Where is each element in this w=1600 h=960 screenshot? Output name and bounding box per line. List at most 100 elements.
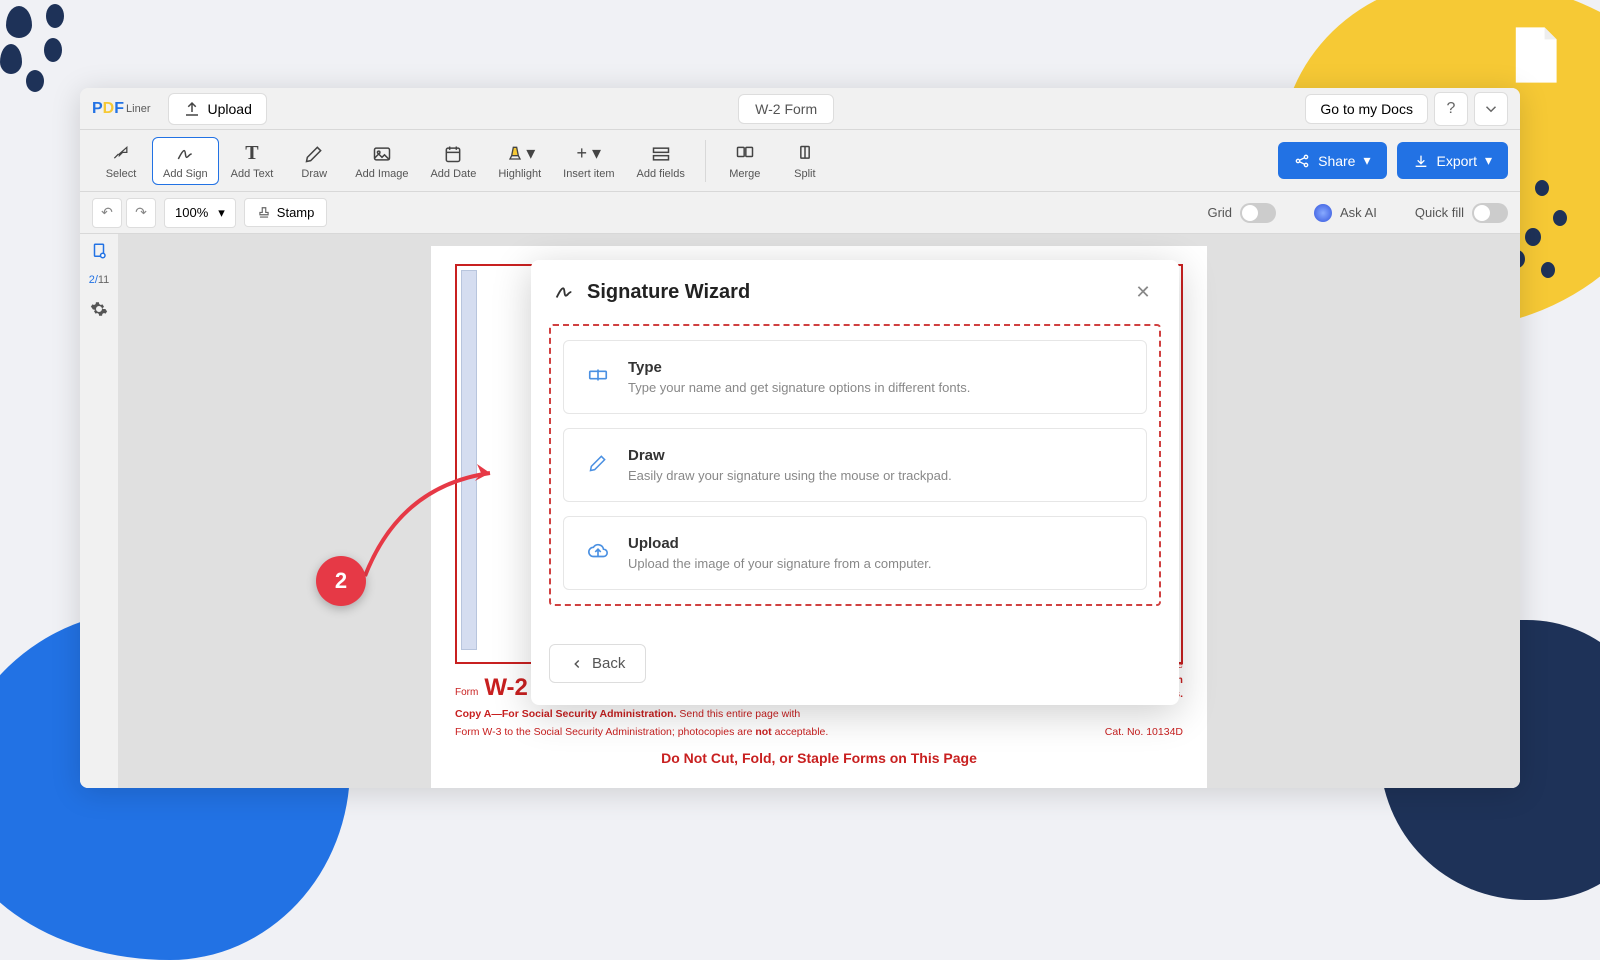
- tool-add-fields-label: Add fields: [637, 168, 685, 180]
- download-icon: [1413, 153, 1429, 169]
- copya-line2c: acceptable.: [772, 726, 829, 738]
- tool-add-image[interactable]: Add Image: [345, 138, 418, 184]
- catalog-number: Cat. No. 10134D: [1105, 725, 1183, 740]
- tool-draw-label: Draw: [301, 168, 327, 180]
- option-upload-desc: Upload the image of your signature from …: [628, 556, 932, 571]
- draw-icon: [304, 142, 324, 166]
- tool-highlight[interactable]: ▾ Highlight: [488, 138, 551, 184]
- merge-icon: [734, 142, 756, 166]
- cloud-upload-icon: [586, 539, 610, 563]
- option-upload-title: Upload: [628, 535, 932, 552]
- tool-draw[interactable]: Draw: [285, 138, 343, 184]
- go-to-docs-button[interactable]: Go to my Docs: [1305, 94, 1428, 124]
- tool-highlight-label: Highlight: [498, 168, 541, 180]
- zoom-select[interactable]: 100% ▾: [164, 198, 236, 228]
- image-icon: [372, 142, 392, 166]
- quickfill-toggle[interactable]: [1472, 203, 1508, 223]
- ask-ai-button[interactable]: Ask AI: [1314, 204, 1377, 222]
- upload-icon: [183, 100, 201, 118]
- chevron-down-icon: ▾: [1485, 152, 1492, 169]
- zoom-value: 100%: [175, 205, 208, 220]
- stamp-icon: [257, 206, 271, 220]
- copya-line2a: Form W-3 to the Social Security Administ…: [455, 726, 755, 738]
- sub-toolbar: ↶ ↷ 100% ▾ Stamp Grid Ask AI Quick fill: [80, 192, 1520, 234]
- share-button[interactable]: Share ▾: [1278, 142, 1386, 179]
- help-button[interactable]: ?: [1434, 92, 1468, 126]
- tool-add-text[interactable]: T Add Text: [221, 138, 284, 184]
- tool-insert-item[interactable]: + ▾ Insert item: [553, 138, 624, 184]
- back-button[interactable]: Back: [549, 644, 646, 683]
- tool-select[interactable]: Select: [92, 138, 150, 184]
- tool-add-sign-label: Add Sign: [163, 168, 208, 180]
- export-button[interactable]: Export ▾: [1397, 142, 1509, 179]
- pencil-icon: [586, 451, 610, 475]
- stamp-label: Stamp: [277, 205, 315, 220]
- tool-merge-label: Merge: [729, 168, 760, 180]
- grid-toggle[interactable]: [1240, 203, 1276, 223]
- logo-f: F: [114, 100, 124, 118]
- upload-button[interactable]: Upload: [168, 93, 266, 125]
- chevron-left-icon: [570, 657, 584, 671]
- option-upload[interactable]: Upload Upload the image of your signatur…: [563, 516, 1147, 590]
- annotation-arrow: [345, 461, 515, 591]
- settings-icon[interactable]: [90, 300, 108, 318]
- grid-label: Grid: [1207, 205, 1232, 220]
- app-window: PDFLiner Upload W-2 Form Go to my Docs ?…: [80, 88, 1520, 788]
- tool-select-label: Select: [106, 168, 137, 180]
- export-label: Export: [1437, 153, 1477, 169]
- highlight-icon: ▾: [504, 142, 535, 166]
- sign-icon: [553, 281, 575, 303]
- ask-ai-label: Ask AI: [1340, 205, 1377, 220]
- option-type-title: Type: [628, 359, 970, 376]
- modal-close-button[interactable]: ✕: [1129, 278, 1157, 306]
- redo-button[interactable]: ↷: [126, 198, 156, 228]
- undo-button[interactable]: ↶: [92, 198, 122, 228]
- logo-p: P: [92, 100, 103, 118]
- chevron-down-icon: ▾: [218, 205, 225, 221]
- back-label: Back: [592, 655, 625, 672]
- tool-add-sign[interactable]: Add Sign: [152, 137, 219, 185]
- logo-liner: Liner: [126, 103, 150, 115]
- option-draw[interactable]: Draw Easily draw your signature using th…: [563, 428, 1147, 502]
- select-icon: [111, 142, 131, 166]
- document-page: Form W-2 Wage and Tax Statement 2023 Dep…: [431, 246, 1207, 788]
- document-title: W-2 Form: [738, 94, 834, 124]
- modal-header: Signature Wizard ✕: [531, 260, 1179, 324]
- tool-merge[interactable]: Merge: [716, 138, 774, 184]
- date-icon: [443, 142, 463, 166]
- stamp-button[interactable]: Stamp: [244, 198, 328, 227]
- logo: PDFLiner: [92, 100, 150, 118]
- share-icon: [1294, 153, 1310, 169]
- option-draw-title: Draw: [628, 447, 952, 464]
- modal-title: Signature Wizard: [587, 281, 750, 304]
- copya-line1a: Copy A—For Social Security Administratio…: [455, 708, 677, 720]
- pages-icon[interactable]: [90, 242, 108, 260]
- split-icon: [795, 142, 815, 166]
- type-icon: [586, 363, 610, 387]
- copya-line2b: not: [755, 726, 771, 738]
- chevron-down-icon: ▾: [1363, 152, 1370, 169]
- tool-add-text-label: Add Text: [231, 168, 274, 180]
- grid-toggle-group[interactable]: Grid: [1207, 203, 1276, 223]
- form-label-prefix: Form: [455, 686, 478, 700]
- tool-add-fields[interactable]: Add fields: [627, 138, 695, 184]
- upload-label: Upload: [207, 101, 251, 117]
- do-not-cut-warning: Do Not Cut, Fold, or Staple Forms on Thi…: [455, 750, 1183, 766]
- insert-icon: + ▾: [577, 142, 602, 166]
- copya-line1b: Send this entire page with: [677, 708, 801, 720]
- logo-d: D: [103, 100, 115, 118]
- tool-add-date[interactable]: Add Date: [420, 138, 486, 184]
- more-button[interactable]: [1474, 92, 1508, 126]
- topbar: PDFLiner Upload W-2 Form Go to my Docs ?: [80, 88, 1520, 130]
- text-icon: T: [245, 142, 258, 166]
- quickfill-toggle-group[interactable]: Quick fill: [1415, 203, 1508, 223]
- ai-icon: [1314, 204, 1332, 222]
- left-sidebar: 2/11: [80, 234, 118, 788]
- option-type[interactable]: Type Type your name and get signature op…: [563, 340, 1147, 414]
- options-highlight-box: Type Type your name and get signature op…: [549, 324, 1161, 606]
- sign-icon: [175, 142, 195, 166]
- w2-code: W-2: [484, 674, 528, 702]
- tool-split[interactable]: Split: [776, 138, 834, 184]
- tool-add-date-label: Add Date: [430, 168, 476, 180]
- fields-icon: [651, 142, 671, 166]
